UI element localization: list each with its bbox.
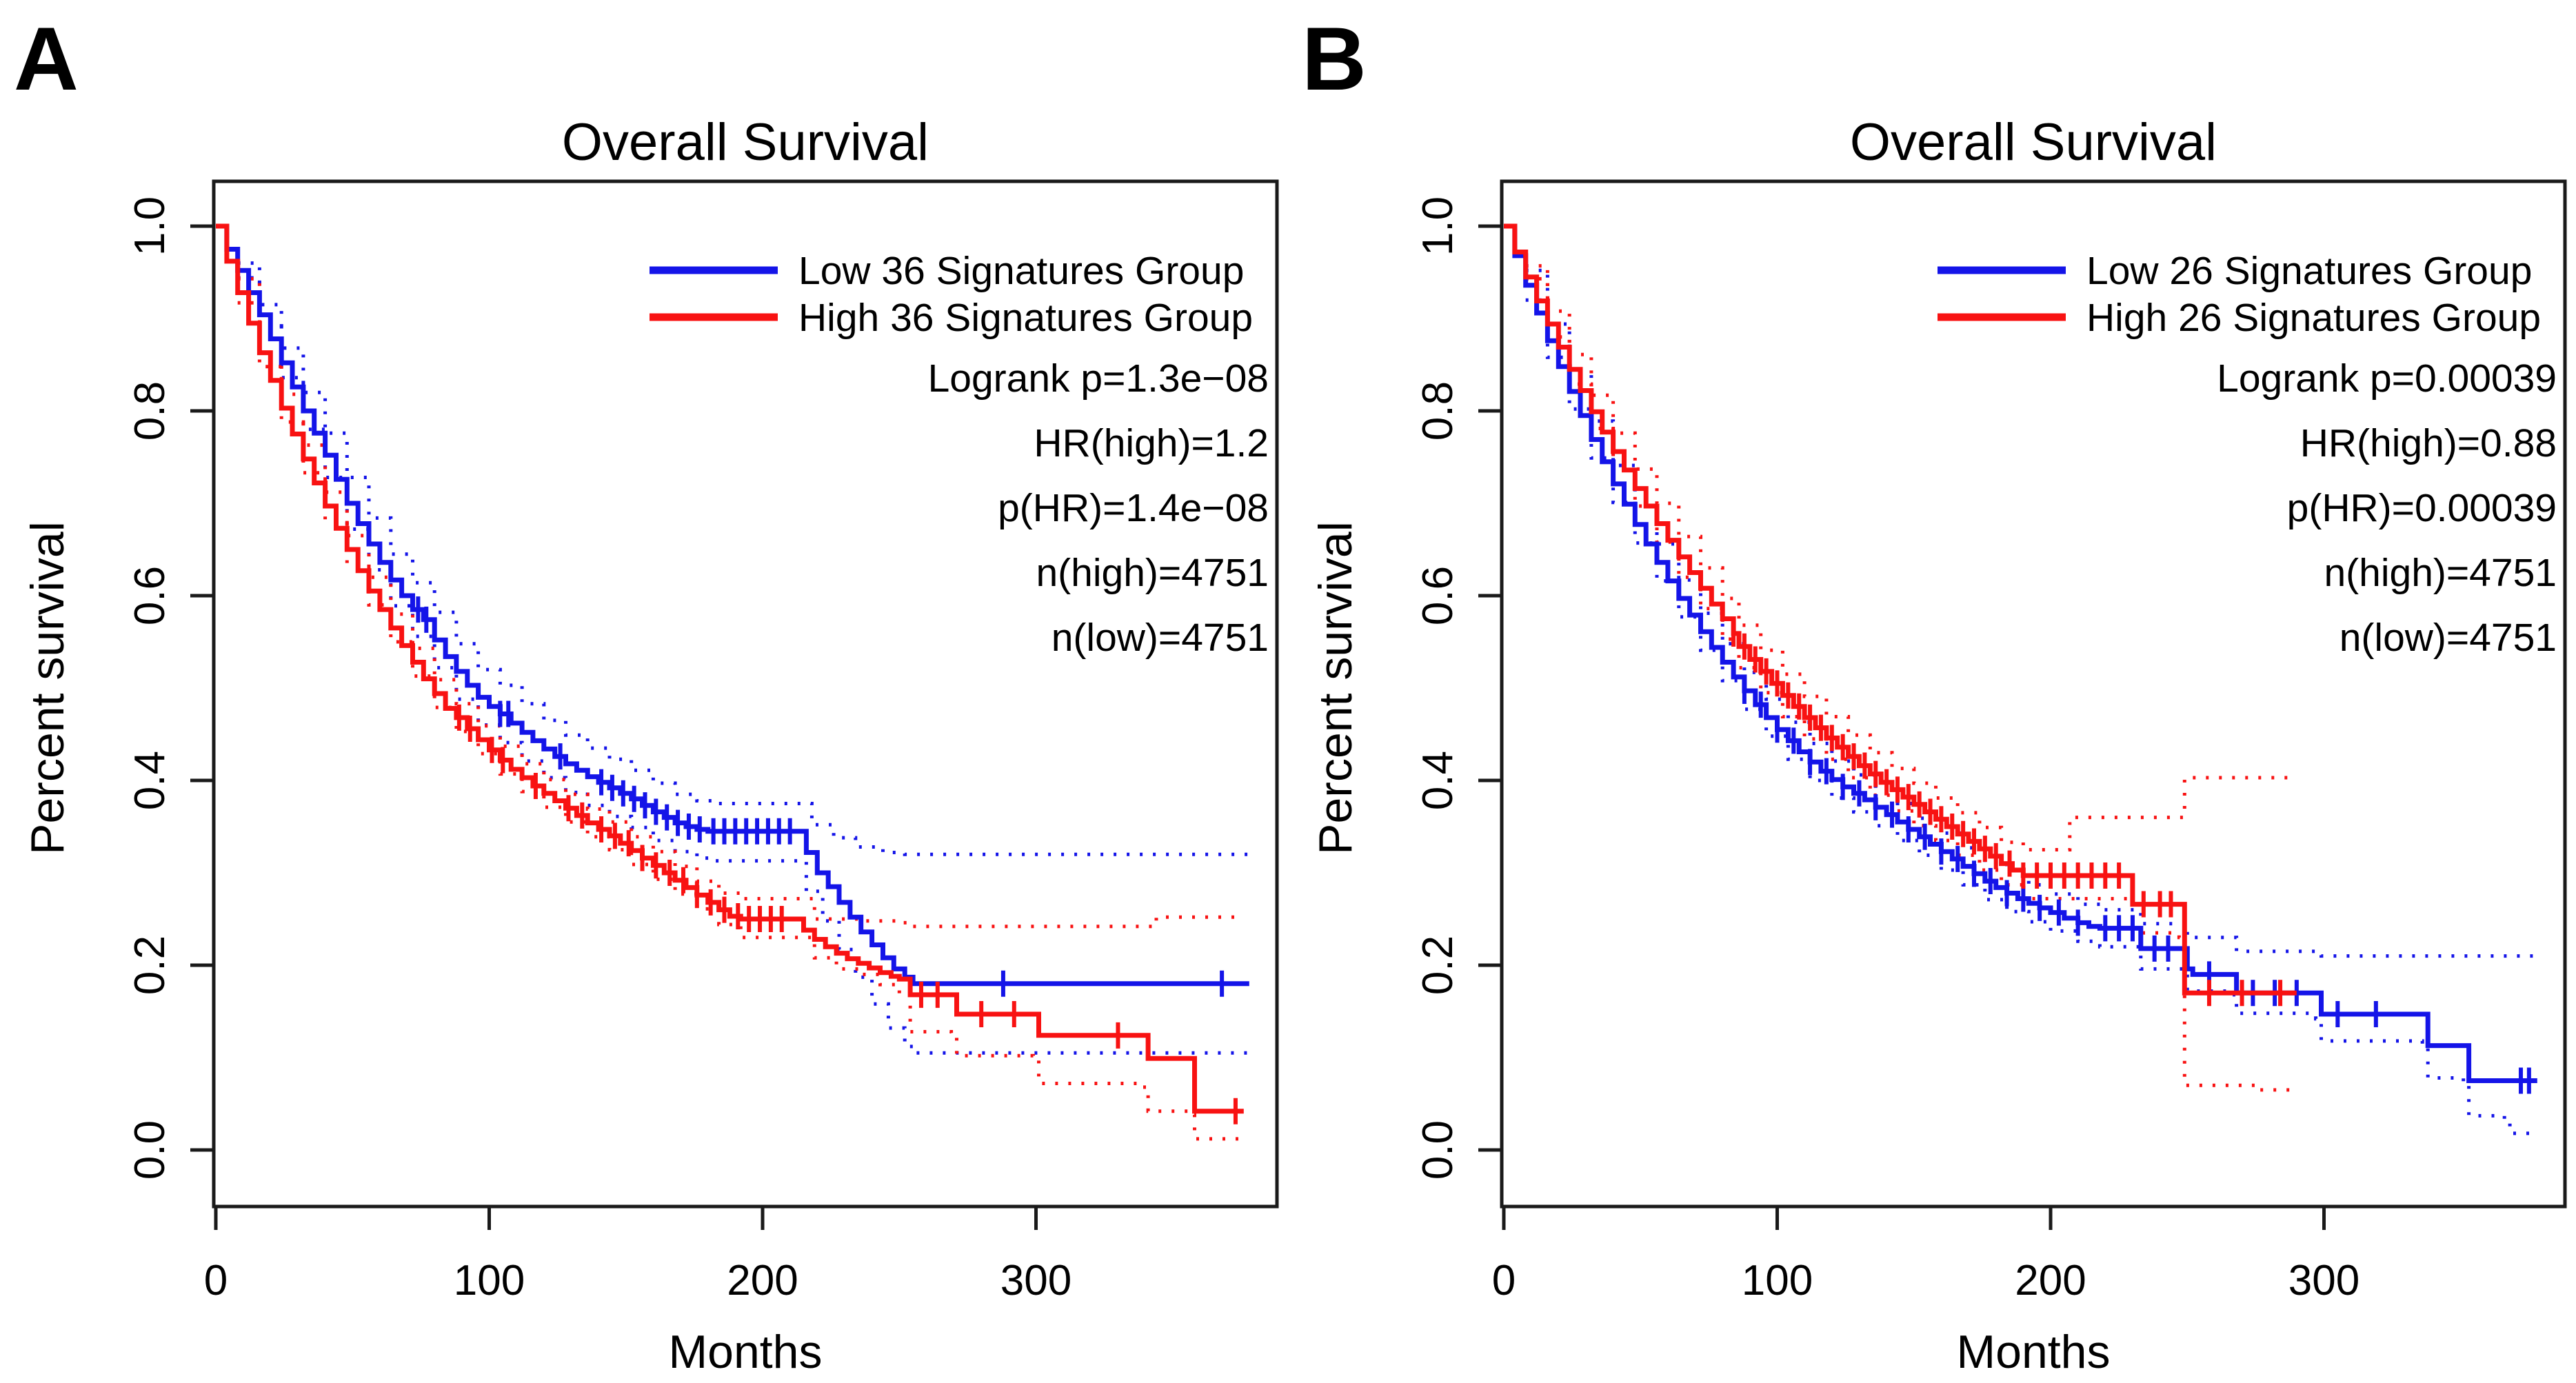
high-group-survival-curve xyxy=(216,223,1244,1114)
km-plot-a: Overall Survival Months Percent survival 0 1… xyxy=(21,113,1279,1378)
stats-annotation: HR(high)=1.2 xyxy=(1034,421,1269,465)
plot-box xyxy=(212,179,1279,1209)
y-tick-label: 0.2 xyxy=(126,936,174,995)
y-tick-label: 0.2 xyxy=(1414,936,1462,995)
legend-label-low: Low 36 Signatures Group xyxy=(798,249,1244,293)
x-tick-label: 100 xyxy=(1742,1257,1813,1304)
y-tick-label: 0.8 xyxy=(126,381,174,441)
stats-annotation: Logrank p=1.3e−08 xyxy=(928,356,1269,401)
km-plot-b: Overall Survival Months Percent survival 0 1… xyxy=(1309,113,2567,1378)
low-group-ci-band xyxy=(237,261,1249,856)
y-tick-label: 0.0 xyxy=(1414,1120,1462,1180)
stats-annotation: p(HR)=0.00039 xyxy=(2287,486,2557,530)
panel-a: A Overall Survival Months Percent survival… xyxy=(14,8,1279,1378)
y-axis-label: Percent survival xyxy=(1309,521,1362,855)
high-group-ci-band xyxy=(237,301,1246,1141)
y-tick-label: 0.6 xyxy=(1414,566,1462,625)
high-group-ci-band xyxy=(1525,264,2297,851)
chart-title: Overall Survival xyxy=(562,113,929,172)
chart-title: Overall Survival xyxy=(1850,113,2217,172)
panel-b: B Overall Survival Months Percent survival… xyxy=(1288,0,2576,1383)
x-tick-label: 200 xyxy=(727,1257,798,1304)
low-group-ci-band xyxy=(237,276,1249,1055)
x-axis-label: Months xyxy=(1957,1326,2111,1378)
low-group-survival-curve xyxy=(216,223,1249,987)
y-axis-label: Percent survival xyxy=(21,521,74,855)
stats-annotation: Logrank p=0.00039 xyxy=(2217,356,2557,401)
y-tick-label: 1.0 xyxy=(1414,196,1462,256)
y-tick-label: 1.0 xyxy=(126,196,174,256)
y-tick-label: 0.6 xyxy=(126,566,174,625)
y-tick-label: 0.8 xyxy=(1414,381,1462,441)
stats-annotation: n(high)=4751 xyxy=(2324,551,2557,595)
stats-annotation: n(low)=4751 xyxy=(2339,616,2557,660)
x-tick-label: 300 xyxy=(1000,1257,1071,1304)
high-group-survival-curve xyxy=(1504,223,2297,996)
y-tick-label: 0.0 xyxy=(126,1120,174,1180)
x-tick-label: 300 xyxy=(2288,1257,2359,1304)
stats-annotation: HR(high)=0.88 xyxy=(2300,421,2557,465)
stats-annotation: p(HR)=1.4e−08 xyxy=(998,486,1269,530)
x-tick-label: 0 xyxy=(204,1257,228,1304)
legend-label-high: High 26 Signatures Group xyxy=(2086,296,2541,340)
stats-annotation: n(high)=4751 xyxy=(1036,551,1269,595)
legend-label-high: High 36 Signatures Group xyxy=(798,296,1253,340)
x-tick-label: 0 xyxy=(1492,1257,1516,1304)
stats-annotation: n(low)=4751 xyxy=(1051,616,1269,660)
y-tick-label: 0.4 xyxy=(126,751,174,810)
plot-box xyxy=(1500,179,2567,1209)
x-tick-label: 100 xyxy=(454,1257,525,1304)
panel-b-letter: B xyxy=(1302,8,1367,109)
panel-a-letter: A xyxy=(14,8,79,109)
legend-label-low: Low 26 Signatures Group xyxy=(2086,249,2532,293)
x-axis-label: Months xyxy=(669,1326,823,1378)
x-tick-label: 200 xyxy=(2015,1257,2086,1304)
y-tick-label: 0.4 xyxy=(1414,751,1462,810)
